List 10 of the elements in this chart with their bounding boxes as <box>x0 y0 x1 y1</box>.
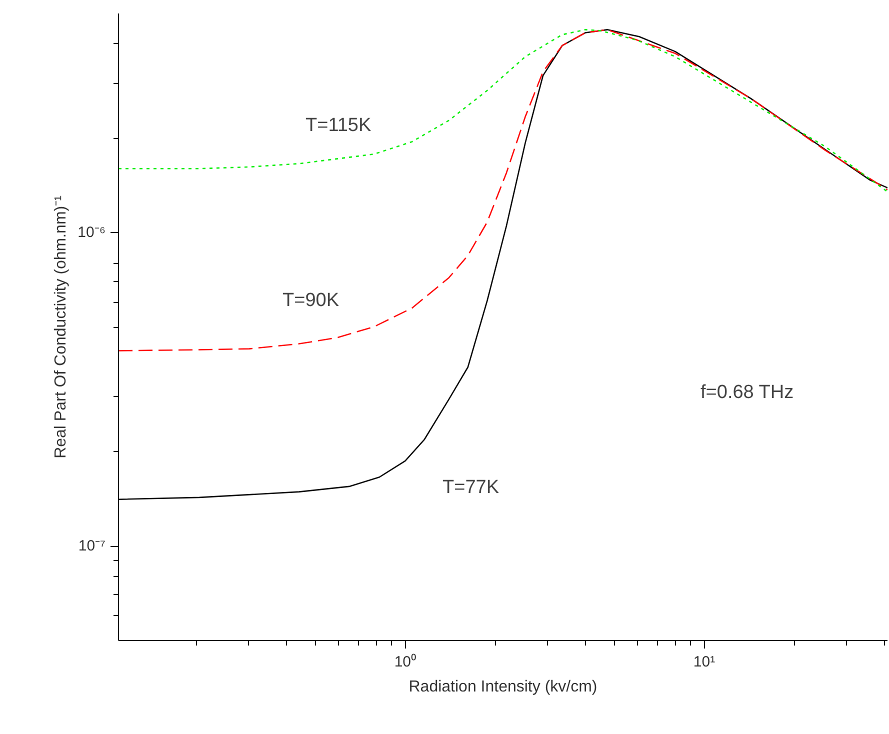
x-tick-label: 10⁰ <box>394 654 416 670</box>
x-axis-title: Radiation Intensity (kv/cm) <box>408 678 598 696</box>
annotation: T=90K <box>282 290 340 311</box>
annotation: T=77K <box>442 477 500 498</box>
annotation: T=115K <box>306 115 372 136</box>
y-tick-label: 10⁻⁷ <box>78 538 106 555</box>
x-tick-label: 10¹ <box>693 654 716 670</box>
y-axis-title: Real Part Of Conductivity (ohm.nm)⁻¹ <box>52 196 70 458</box>
annotation: f=0.68 THz <box>700 382 794 403</box>
y-tick-label: 10⁻⁶ <box>78 224 106 242</box>
